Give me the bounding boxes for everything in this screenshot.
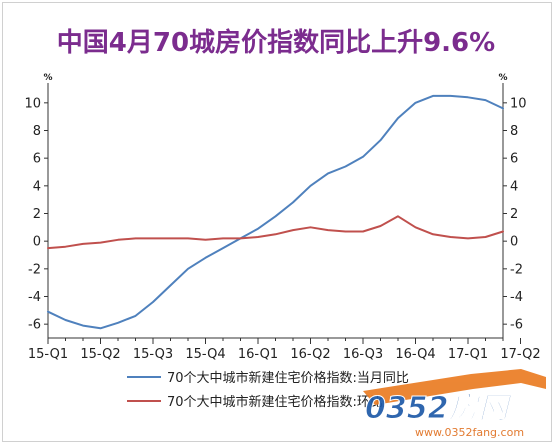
- y-unit-right: %: [498, 73, 507, 83]
- y-tick-label-right: 0: [510, 235, 518, 250]
- x-tick-label: 16-Q1: [238, 347, 278, 362]
- y-tick-label-left: 6: [33, 152, 41, 167]
- y-tick-label-right: -6: [510, 318, 523, 333]
- y-tick-label-left: 10: [24, 96, 41, 111]
- chart-canvas: 中国4月70城房价指数同比上升9.6% % % -6 -6 -4 -4 -2 -2 0 0 2 2 4 4…: [24, 28, 546, 439]
- y-tick-label-right: 2: [510, 207, 518, 222]
- series-line-0: [47, 94, 504, 330]
- legend-label-mom: 70个大中城市新建住宅价格指数:环比: [167, 394, 383, 410]
- x-tick-label: 16-Q2: [290, 347, 330, 362]
- watermark-swoosh: [363, 369, 546, 405]
- x-tick-label: 17-Q2: [500, 347, 540, 362]
- x-tick-label: 16-Q4: [395, 347, 435, 362]
- y-unit-left: %: [43, 73, 52, 83]
- y-tick-label-right: -2: [510, 262, 523, 277]
- watermark-logo: 0352房网 www.0352fang.com: [363, 369, 546, 439]
- x-tick-label: 16-Q3: [343, 347, 383, 362]
- y-tick-label-left: -4: [28, 290, 41, 305]
- y-tick-label-right: -4: [510, 290, 523, 305]
- chart-title: 中国4月70城房价指数同比上升9.6%: [57, 28, 495, 58]
- y-tick-label-left: -2: [28, 262, 41, 277]
- watermark-brand: 0352房网: [365, 391, 512, 426]
- legend: 70个大中城市新建住宅价格指数:当月同比 70个大中城市新建住宅价格指数:环比: [127, 370, 409, 410]
- legend-label-yoy: 70个大中城市新建住宅价格指数:当月同比: [167, 370, 409, 386]
- y-tick-label-right: 6: [510, 152, 518, 167]
- y-tick-label-left: -6: [28, 318, 41, 333]
- x-tick-label: 15-Q3: [133, 347, 173, 362]
- y-tick-label-right: 4: [510, 179, 518, 194]
- y-tick-label-right: 8: [510, 124, 518, 139]
- watermark-url: www.0352fang.com: [415, 426, 524, 439]
- x-tick-label: 15-Q1: [28, 347, 68, 362]
- series-line-1: [47, 215, 504, 250]
- y-tick-label-left: 8: [33, 124, 41, 139]
- y-tick-label-right: 10: [510, 96, 527, 111]
- y-tick-label-left: 0: [33, 235, 41, 250]
- y-tick-label-left: 4: [33, 179, 41, 194]
- x-tick-label: 15-Q4: [185, 347, 225, 362]
- y-tick-label-left: 2: [33, 207, 41, 222]
- x-tick-label: 17-Q1: [448, 347, 488, 362]
- x-tick-label: 15-Q2: [80, 347, 120, 362]
- plot-area: % % -6 -6 -4 -4 -2 -2 0 0 2 2 4 4 6 6 8 8 10 10 15-Q1 15-Q2 15…: [24, 73, 540, 362]
